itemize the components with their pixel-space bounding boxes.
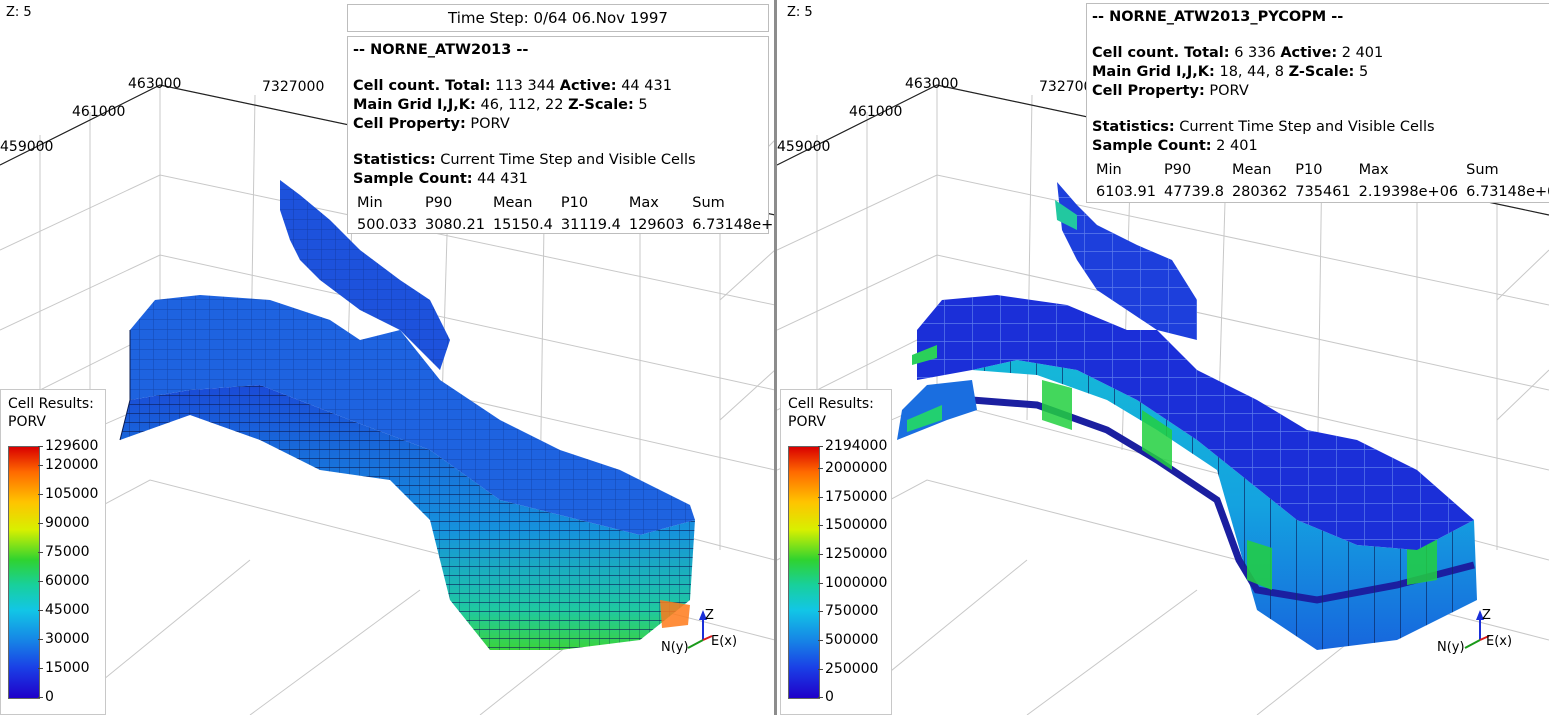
right-color-bar bbox=[788, 446, 820, 699]
left-color-legend: Cell Results: PORV 129600 120000 105000 9… bbox=[0, 389, 106, 715]
left-axis-label-2: 7327000 bbox=[262, 79, 324, 95]
right-orientation-triad: Z E(x) N(y) bbox=[1437, 608, 1512, 655]
left-triad-z: Z bbox=[705, 608, 714, 623]
right-triad-z: Z bbox=[1482, 608, 1491, 623]
right-axis-label-4: 459000 bbox=[777, 139, 830, 155]
right-z-scale-label: Z: 5 bbox=[787, 5, 813, 20]
right-axis-label-2: 7327000 bbox=[1039, 79, 1101, 95]
right-3d-view[interactable]: 463000 7327000 461000 459000 7325000 732… bbox=[777, 0, 1549, 715]
right-triad-n: N(y) bbox=[1437, 640, 1465, 655]
left-axis-label-3: 461000 bbox=[72, 104, 125, 120]
time-step-label: Time Step: 0/64 06.Nov 1997 bbox=[347, 4, 769, 32]
right-axis-label-3: 461000 bbox=[849, 104, 902, 120]
left-case-header: -- NORNE_ATW2013 -- bbox=[353, 42, 529, 58]
left-axis-label-4: 459000 bbox=[0, 139, 53, 155]
left-z-scale-label: Z: 5 bbox=[6, 5, 32, 20]
left-triad-e: E(x) bbox=[711, 634, 737, 649]
right-color-legend: Cell Results: PORV 2194000 2000000 175000… bbox=[780, 389, 892, 715]
left-statistics-table: Min P90 Mean P10 Max Sum 500.033 3080.21 15150… bbox=[357, 195, 774, 233]
right-axis-label-1: 463000 bbox=[905, 76, 958, 92]
view-divider[interactable] bbox=[774, 0, 777, 715]
left-color-bar bbox=[8, 446, 40, 699]
left-3d-view[interactable]: 463000 7327000 461000 459000 7323000 731… bbox=[0, 0, 774, 715]
right-info-box: -- NORNE_ATW2013_PYCOPM -- Cell count. T… bbox=[1086, 3, 1549, 203]
right-statistics-table: Min P90 Mean P10 Max Sum 6103.91 47739.8 28036… bbox=[1096, 162, 1549, 200]
left-orientation-triad: Z E(x) N(y) bbox=[661, 608, 737, 655]
right-case-header: -- NORNE_ATW2013_PYCOPM -- bbox=[1092, 9, 1344, 25]
left-reservoir-scene[interactable]: 463000 7327000 461000 459000 7323000 731… bbox=[0, 0, 774, 715]
left-triad-n: N(y) bbox=[661, 640, 689, 655]
left-axis-label-1: 463000 bbox=[128, 76, 181, 92]
right-triad-e: E(x) bbox=[1486, 634, 1512, 649]
left-info-box: -- NORNE_ATW2013 -- Cell count. Total: 1… bbox=[347, 36, 774, 234]
